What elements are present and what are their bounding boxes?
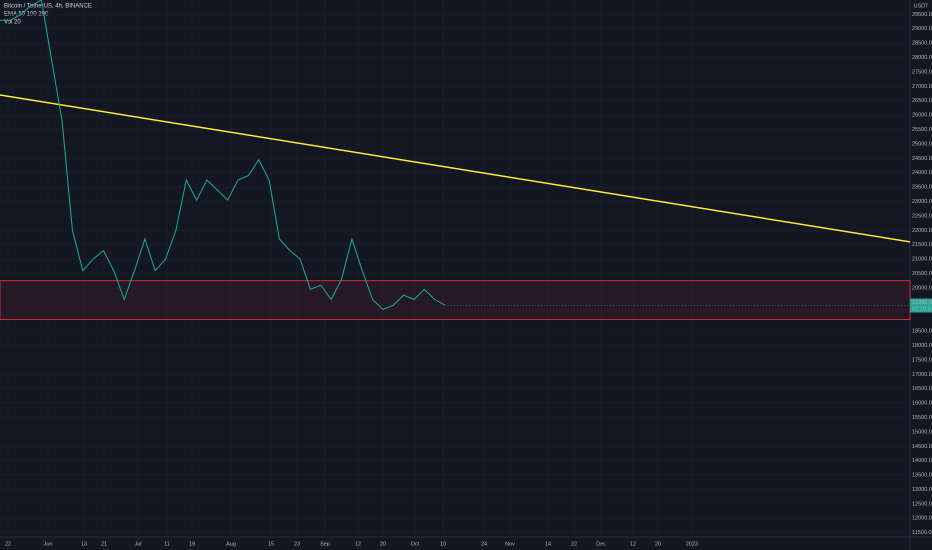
x-tick-label: 12 [630,541,636,547]
y-tick-label: 18500.00 [912,329,932,335]
price-line [0,0,446,311]
y-tick-label: 27000.00 [912,84,932,90]
x-tick-label: Dec [596,541,606,547]
y-tick-label: 14000.00 [912,458,932,464]
countdown-label: 02:19:14 [912,306,932,312]
x-tick-label: 13 [81,541,87,547]
y-tick-label: 28500.00 [912,41,932,47]
y-tick-label: 24500.00 [912,156,932,162]
y-tick-label: 27500.00 [912,69,932,75]
y-tick-label: 22500.00 [912,213,932,219]
y-tick-label: 15500.00 [912,415,932,421]
y-tick-label: 17000.00 [912,372,932,378]
y-tick-label: 16000.00 [912,401,932,407]
x-tick-label: 11 [164,541,170,547]
y-tick-label: 18000.00 [912,343,932,349]
support-zone [0,280,911,321]
x-tick-label: Jul [134,541,141,547]
x-tick-label: Aug [226,541,236,547]
price-axis [910,0,932,550]
y-tick-label: 24000.00 [912,170,932,176]
y-tick-label: 22000.00 [912,228,932,234]
y-tick-label: 20000.00 [912,285,932,291]
y-tick-label: 26500.00 [912,98,932,104]
y-tick-label: 26000.00 [912,113,932,119]
x-tick-label: 12 [355,541,361,547]
y-tick-label: 12000.00 [912,516,932,522]
last-price-badge [910,298,932,313]
y-tick-label: 23000.00 [912,199,932,205]
x-tick-label: 20 [655,541,661,547]
x-tick-label: 23 [294,541,300,547]
currency-label: USDT [914,3,930,9]
y-tick-label: 15000.00 [912,429,932,435]
x-tick-label: 20 [380,541,386,547]
x-tick-label: 14 [545,541,551,547]
y-tick-label: 12500.00 [912,501,932,507]
y-tick-label: 13500.00 [912,473,932,479]
x-tick-label: Sep [320,541,330,547]
y-tick-label: 14500.00 [912,444,932,450]
y-tick-label: 17500.00 [912,357,932,363]
y-tick-label: 25000.00 [912,141,932,147]
x-tick-label: 21 [101,541,107,547]
y-tick-label: 28000.00 [912,55,932,61]
y-tick-label: 29500.00 [912,12,932,18]
x-tick-label: 24 [481,541,487,547]
x-tick-label: 10 [440,541,446,547]
x-tick-label: Nov [505,541,515,547]
x-tick-label: 19 [189,541,195,547]
x-tick-label: Oct [411,541,420,547]
y-tick-label: 21000.00 [912,257,932,263]
trendline [0,94,911,243]
y-tick-label: 13000.00 [912,487,932,493]
y-tick-label: 20500.00 [912,271,932,277]
x-tick-label: Jun [44,541,53,547]
x-tick-label: 22 [5,541,11,547]
y-tick-label: 25500.00 [912,127,932,133]
last-price-label: 19390.00 [912,300,932,306]
x-tick-label: 22 [571,541,577,547]
x-tick-label: 2023 [686,541,698,547]
y-tick-label: 29000.00 [912,26,932,32]
x-tick-label: 15 [268,541,274,547]
y-tick-label: 16500.00 [912,386,932,392]
volume-legend: Vol 20 [4,20,21,26]
y-tick-label: 23500.00 [912,185,932,191]
y-tick-label: 11500.00 [912,530,932,536]
y-tick-label: 21500.00 [912,242,932,248]
